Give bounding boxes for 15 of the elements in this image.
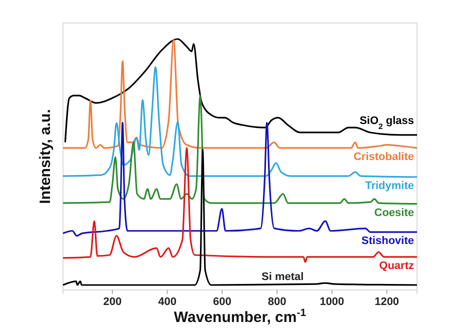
series-label: Cristobalite	[353, 150, 414, 163]
x-tick-label: 200	[103, 296, 122, 308]
series-label: Coesite	[374, 206, 414, 219]
series-label: Quartz	[379, 260, 414, 272]
x-tick-label: 1200	[374, 296, 400, 308]
x-tick-label: 600	[212, 296, 232, 308]
x-axis-title: Wavenumber, cm$^{-1}$	[174, 307, 306, 326]
x-tick-label: 400	[158, 296, 176, 308]
x-tick-label: 1000	[320, 296, 344, 308]
series-label: Stishovite	[361, 235, 414, 248]
x-tick-label: 800	[268, 296, 286, 308]
series-label: Tridymite	[365, 180, 414, 192]
series-label: SiO$_{2}$ glass	[360, 114, 414, 130]
y-axis-title: Intensity, a.u.	[37, 109, 54, 204]
series-label: Si metal	[262, 271, 304, 283]
